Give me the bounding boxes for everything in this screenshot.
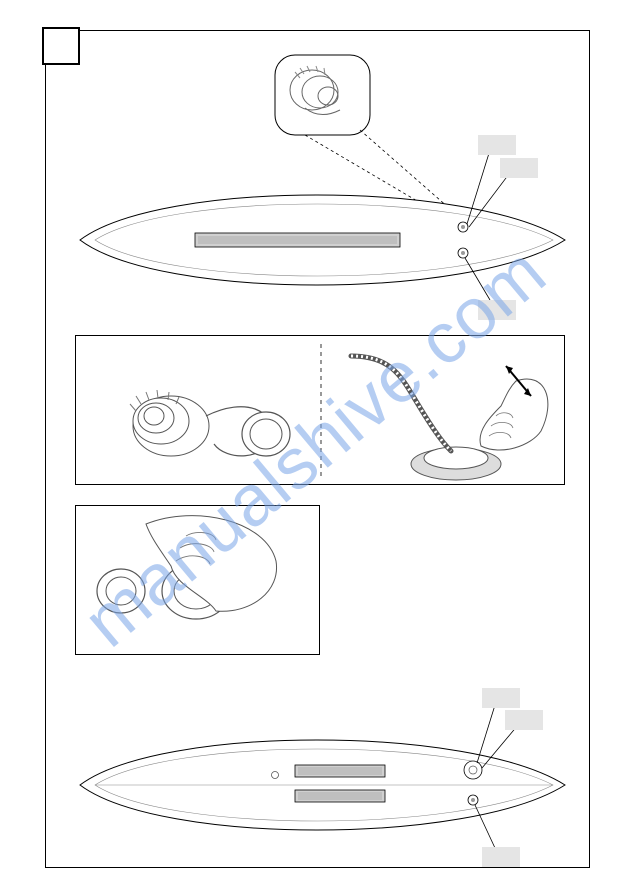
- inflation-hose-icon: [351, 356, 548, 480]
- callout-label: [505, 710, 543, 730]
- valve-and-pump-panel: [75, 335, 565, 485]
- valve-inset: [275, 55, 370, 135]
- page: manualshive.com: [0, 0, 629, 893]
- callout-label: [500, 158, 538, 178]
- valve-with-cap-icon: [130, 390, 290, 456]
- callout-label: [482, 688, 520, 708]
- hand-inserting-valve-icon: [97, 516, 277, 619]
- top-hull-diagram: [60, 50, 580, 310]
- callout-label: [478, 300, 516, 320]
- callout-label: [478, 135, 516, 155]
- valve-insert-panel: [75, 505, 320, 655]
- callout-label: [482, 847, 520, 867]
